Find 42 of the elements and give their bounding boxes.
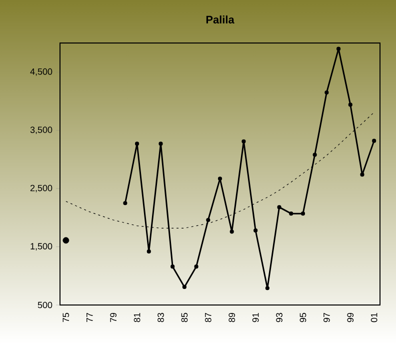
y-tick-label: 1,500: [30, 243, 52, 250]
point: [360, 172, 364, 177]
point: [123, 201, 128, 206]
x-tick-label: 95: [300, 312, 306, 322]
point: [194, 264, 198, 269]
point: [324, 90, 329, 95]
x-tick-label: 89: [228, 312, 236, 322]
chart-title: Palila: [206, 15, 234, 24]
x-tick-label: 79: [110, 312, 117, 322]
x-tick-label: 91: [252, 312, 259, 322]
point: [348, 102, 352, 107]
point: [182, 284, 186, 289]
x-tick-label: 75: [62, 312, 70, 322]
x-tick-label: 97: [323, 312, 330, 322]
point: [134, 142, 140, 146]
x-tick-label: 83: [158, 312, 164, 322]
x-tick-label: 93: [276, 312, 282, 322]
point: [218, 176, 222, 181]
point: [336, 46, 341, 51]
point: [206, 218, 210, 222]
point: [265, 286, 270, 290]
x-tick-label: 01: [370, 312, 378, 322]
x-tick-label: 87: [204, 312, 212, 322]
point: [242, 139, 246, 144]
x-tick-label: 81: [134, 312, 140, 322]
point: [146, 249, 151, 254]
point: [300, 212, 306, 216]
y-tick-label: 3,500: [30, 126, 52, 134]
point: [158, 142, 163, 146]
y-tick-label: 2,500: [30, 184, 52, 192]
point: [312, 152, 317, 157]
point: [372, 138, 376, 143]
point: [230, 230, 234, 234]
x-tick-label: 99: [347, 312, 354, 322]
y-tick-label: 500: [38, 302, 52, 308]
x-tick-label: 77: [86, 312, 93, 322]
x-tick-label: 85: [181, 312, 188, 322]
point: [289, 212, 294, 216]
point: [170, 264, 175, 269]
point: [277, 205, 282, 210]
point: [254, 228, 258, 233]
y-tick-label: 4,500: [30, 68, 52, 76]
